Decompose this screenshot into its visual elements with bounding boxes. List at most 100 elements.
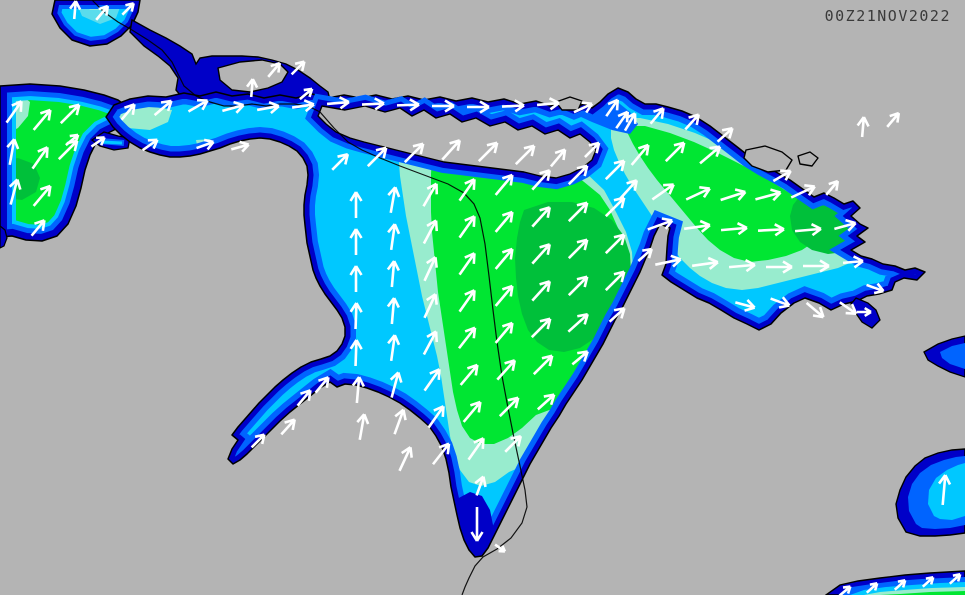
wind-arrow [496, 359, 516, 381]
wind-arrow [494, 284, 514, 307]
wind-arrow [467, 100, 490, 114]
wind-arrow [356, 413, 370, 441]
wind-arrow [65, 133, 80, 147]
wind-arrow [699, 145, 722, 165]
wind-arrow [256, 101, 280, 115]
wind-arrow [331, 152, 350, 171]
wind-arrow [567, 275, 589, 297]
wind-arrow [361, 97, 385, 111]
wind-arrow [716, 127, 734, 143]
wind-arrow [457, 326, 477, 350]
wind-arrow [531, 206, 551, 228]
wind-arrow [839, 301, 858, 316]
wind-arrow [291, 99, 315, 113]
wind-arrow [536, 393, 556, 411]
lake-simcoe [895, 448, 965, 537]
wind-arrow [549, 148, 567, 168]
wind-arrow [567, 313, 589, 333]
wind-arrow [567, 164, 589, 186]
wind-arrow [766, 260, 793, 274]
wind-arrow [531, 169, 551, 191]
wind-arrow [386, 297, 400, 325]
wind-arrow [121, 2, 135, 16]
wind-arrow [494, 543, 507, 553]
wind-arrow [567, 238, 589, 260]
wind-arrow [772, 169, 792, 183]
wind-arrow [630, 143, 650, 166]
wind-arrow [794, 223, 822, 237]
little-current-island [555, 96, 583, 111]
wind-arrow [604, 270, 626, 292]
wind-arrow [396, 98, 420, 112]
wind-arrow [494, 210, 514, 233]
wind-arrow [683, 219, 711, 233]
wind-arrow [296, 389, 312, 407]
wind-arrow [387, 334, 401, 362]
wind-arrow [735, 299, 756, 312]
wind-arrow [647, 217, 674, 231]
wind-arrow [31, 146, 49, 170]
wind-arrow [504, 434, 523, 453]
wave-band-green-georgian [622, 126, 820, 262]
wind-arrow [187, 98, 209, 113]
wind-arrow [267, 61, 282, 78]
wind-arrow [462, 400, 482, 423]
wind-arrow [637, 247, 653, 262]
wind-arrow [432, 99, 455, 113]
wind-arrow [59, 103, 81, 125]
wind-arrow [755, 188, 782, 202]
wind-arrow [470, 507, 484, 542]
wind-arrow [196, 138, 215, 151]
wind-arrow [222, 100, 245, 114]
wind-arrow [720, 188, 747, 202]
wind-arrow [685, 186, 711, 201]
wind-arrow [32, 108, 52, 131]
wind-arrow [803, 259, 830, 273]
wind-arrow [387, 223, 401, 251]
wind-arrow [825, 179, 840, 196]
wind-arrow [790, 184, 816, 199]
wind-arrow [567, 201, 589, 223]
wind-arrow [532, 354, 554, 376]
wind-arrow [467, 437, 485, 461]
wind-arrow [770, 296, 791, 309]
wind-arrow [32, 184, 52, 207]
wind-arrow [458, 178, 476, 202]
wind-arrow [805, 301, 825, 319]
wind-arrow [349, 265, 363, 292]
wind-arrow [514, 144, 536, 166]
wind-arrow [536, 97, 560, 111]
wind-arrow [886, 111, 901, 128]
wind-arrow [720, 222, 748, 236]
wind-arrow [393, 408, 407, 435]
wind-arrow [494, 247, 514, 270]
wind-arrow [691, 256, 719, 270]
wind-arrow [531, 243, 551, 265]
wind-arrow [865, 582, 879, 594]
wind-arrow [921, 576, 935, 588]
wind-arrow [403, 142, 425, 164]
wind-arrow [422, 219, 439, 245]
wind-arrow [893, 579, 907, 591]
wind-arrow [531, 280, 551, 302]
wind-arrow [389, 371, 403, 398]
wind-arrow [246, 78, 259, 98]
wind-arrow [838, 585, 852, 595]
wind-arrow [458, 252, 476, 276]
wind-arrow [615, 110, 630, 129]
wind-arrow [299, 87, 314, 101]
wind-arrow [141, 138, 159, 152]
wind-arrow [498, 396, 520, 418]
wind-arrow [651, 183, 675, 201]
wind-arrow [573, 101, 594, 114]
wind-arrow [423, 368, 441, 392]
wind-arrow [90, 136, 106, 148]
wind-arrow [948, 573, 962, 585]
wind-arrow [366, 146, 388, 168]
wind-arrow [326, 96, 350, 110]
wind-arrow [30, 219, 46, 237]
wind-arrow [386, 260, 400, 288]
wind-arrow [290, 60, 306, 76]
wind-arrow [649, 107, 665, 125]
